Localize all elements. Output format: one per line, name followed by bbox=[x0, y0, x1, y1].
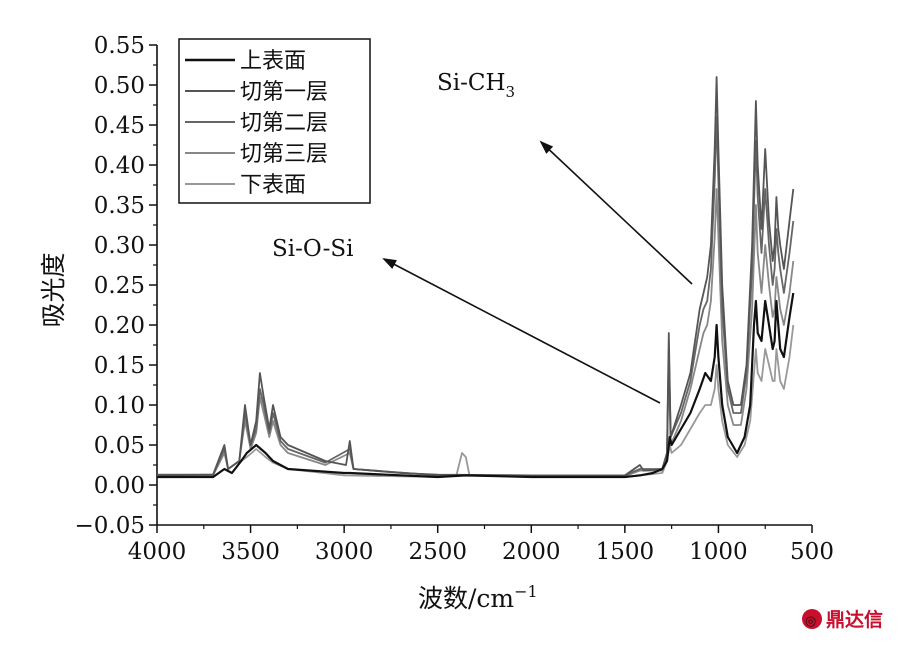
legend-label: 上表面 bbox=[240, 49, 306, 74]
x-ticks: 4000 3500 3000 2500 2000 1500 1000 500 bbox=[128, 525, 834, 565]
x-tick-label: 2000 bbox=[502, 539, 561, 565]
y-ticks: −0.05 0.00 0.05 0.10 0.15 0.20 0.25 0.30 0.35 0.4… bbox=[75, 33, 157, 539]
y-tick-label: 0.00 bbox=[94, 473, 145, 499]
legend-label: 切第二层 bbox=[240, 111, 328, 136]
series-lines bbox=[156, 76, 795, 479]
annotation-si-o-si: Si-O-Si bbox=[272, 236, 661, 404]
series-line bbox=[157, 292, 795, 479]
series-line bbox=[157, 324, 795, 478]
x-tick-label: 1000 bbox=[689, 539, 748, 565]
y-axis-title: 吸光度 bbox=[39, 252, 68, 327]
annotation-si-ch3-text: Si-CH3 bbox=[437, 70, 515, 101]
y-tick-label: 0.50 bbox=[94, 73, 145, 99]
x-tick-label: 3500 bbox=[221, 539, 280, 565]
y-tick-label: −0.05 bbox=[75, 513, 145, 539]
y-tick-label: 0.45 bbox=[94, 113, 145, 139]
watermark-text: 鼎达信 bbox=[826, 608, 883, 631]
legend-label: 切第三层 bbox=[240, 142, 328, 167]
y-tick-label: 0.20 bbox=[94, 313, 145, 339]
watermark: ◎ 鼎达信 bbox=[802, 608, 883, 631]
x-axis-title: 波数/cm−1 bbox=[418, 582, 538, 613]
series-line bbox=[156, 76, 795, 477]
watermark-logo-glyph: ◎ bbox=[805, 614, 816, 629]
y-tick-label: 0.05 bbox=[94, 433, 145, 459]
y-tick-label: 0.55 bbox=[94, 33, 145, 59]
legend-label: 下表面 bbox=[240, 173, 306, 198]
annotation-si-ch3-arrow bbox=[539, 140, 693, 285]
annotation-si-o-si-arrow bbox=[382, 258, 661, 404]
x-tick-label: 3000 bbox=[315, 539, 374, 565]
x-tick-label: 1500 bbox=[596, 539, 655, 565]
y-tick-label: 0.30 bbox=[94, 233, 145, 259]
annotation-si-ch3: Si-CH3 bbox=[437, 70, 693, 285]
x-tick-label: 4000 bbox=[128, 539, 187, 565]
x-tick-label: 500 bbox=[790, 539, 834, 565]
y-tick-label: 0.10 bbox=[94, 393, 145, 419]
series-line bbox=[157, 188, 795, 478]
y-tick-label: 0.15 bbox=[94, 353, 145, 379]
watermark-logo-icon bbox=[802, 609, 822, 629]
y-tick-label: 0.35 bbox=[94, 193, 145, 219]
y-tick-label: 0.40 bbox=[94, 153, 145, 179]
x-tick-label: 2500 bbox=[408, 539, 467, 565]
series-line bbox=[157, 116, 795, 477]
y-tick-label: 0.25 bbox=[94, 273, 145, 299]
annotation-si-o-si-text: Si-O-Si bbox=[272, 236, 353, 262]
legend-label: 切第一层 bbox=[240, 80, 328, 105]
